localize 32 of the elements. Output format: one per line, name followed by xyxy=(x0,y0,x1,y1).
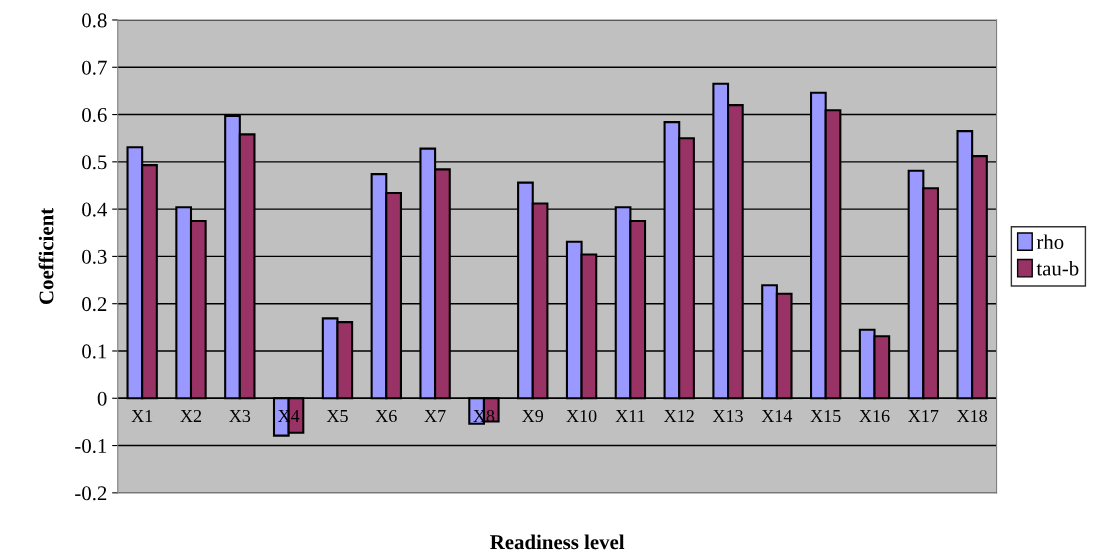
x-tick-label: X5 xyxy=(326,410,348,423)
y-tick-label: 0.8 xyxy=(82,13,107,28)
x-tick-label: X2 xyxy=(180,409,202,422)
y-tick-label: 0.4 xyxy=(82,202,108,217)
x-tick-label: X17 xyxy=(908,409,939,422)
y-tick-label: -0.2 xyxy=(75,486,107,501)
x-tick-label: X14 xyxy=(761,409,793,422)
x-tick-label: X6 xyxy=(375,409,397,423)
x-tick-label: X3 xyxy=(229,409,251,423)
y-axis-title: Coefficient xyxy=(38,207,54,304)
x-tick-label: X7 xyxy=(424,410,446,422)
y-tick-label: 0.1 xyxy=(82,344,107,359)
x-axis-title: Readiness level xyxy=(490,534,625,550)
x-tick-label: X12 xyxy=(664,409,694,422)
x-tick-label: X13 xyxy=(712,409,743,423)
y-tick-label: 0 xyxy=(97,391,107,406)
y-tick-label: 0.5 xyxy=(82,155,107,170)
x-tick-label: X1 xyxy=(131,409,153,422)
y-tick-label: -0.1 xyxy=(75,438,107,454)
y-tick-label: 0.2 xyxy=(82,297,107,312)
x-tick-label: X4 xyxy=(278,410,300,422)
x-tick-label: X11 xyxy=(615,409,645,422)
y-tick-label: 0.6 xyxy=(82,107,107,123)
x-tick-label: X16 xyxy=(859,409,890,423)
legend-label: rho xyxy=(1036,234,1064,250)
x-tick-label: X10 xyxy=(566,409,597,423)
legend-label: tau-b xyxy=(1036,260,1079,276)
y-tick-label: 0.7 xyxy=(82,60,107,75)
x-tick-label: X18 xyxy=(957,409,988,423)
x-tick-label: X9 xyxy=(522,409,544,423)
x-tick-label: X15 xyxy=(810,409,841,423)
y-tick-label: 0.3 xyxy=(82,249,107,264)
